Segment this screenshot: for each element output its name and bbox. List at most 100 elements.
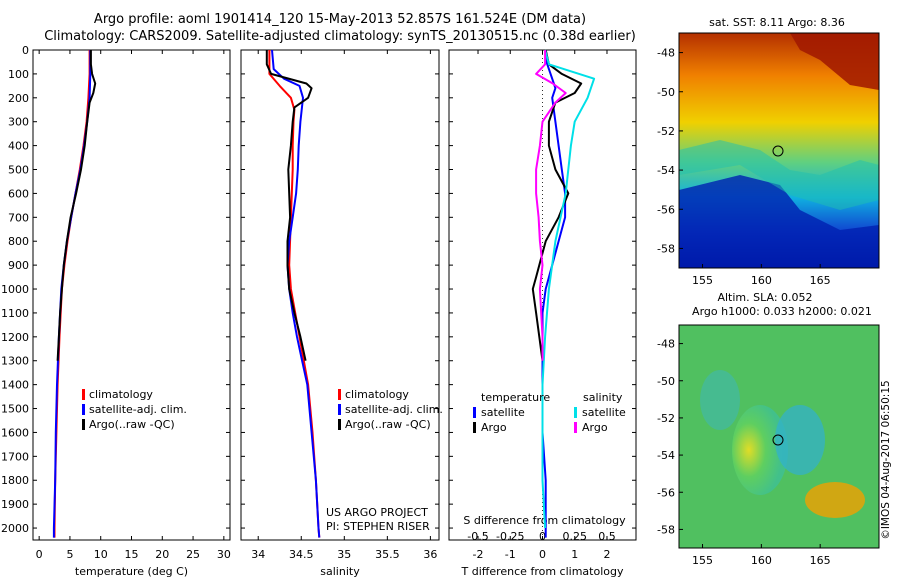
sla-blue-patch-2	[700, 370, 740, 430]
lon-tick-label: 165	[810, 554, 831, 567]
y-tick-label: 2000	[1, 522, 29, 535]
legend-label: satellite	[582, 406, 626, 419]
lat-tick-label: -50	[657, 375, 675, 388]
legend-label: Argo(..raw -QC)	[89, 418, 175, 431]
x-tick-label: 20	[155, 548, 169, 561]
legend-label: satellite-adj. clim.	[345, 403, 443, 416]
lon-tick-label: 155	[692, 274, 713, 287]
y-tick-label: 900	[8, 259, 29, 272]
lat-tick-label: -58	[657, 523, 675, 536]
legend-swatch	[338, 419, 341, 430]
sst-map: sat. SST: 8.11 Argo: 8.36 -48 -50 -52 -54 -5…	[657, 16, 880, 287]
sst-lon-axis: 155 160 165	[692, 264, 831, 287]
lat-tick-label: -54	[657, 449, 675, 462]
project-pi: PI: STEPHEN RISER	[326, 520, 430, 533]
lat-tick-label: -56	[657, 203, 675, 216]
y-tick-label: 1900	[1, 498, 29, 511]
x-tick-label: 15	[125, 548, 139, 561]
series-line-1	[531, 49, 583, 361]
lat-tick-label: -50	[657, 86, 675, 99]
legend-swatch	[574, 407, 577, 418]
x-tick-label: 35	[337, 548, 351, 561]
legend-title-temperature: temperature	[481, 391, 550, 404]
x-tick-label: 0	[539, 548, 546, 561]
lat-tick-label: -56	[657, 486, 675, 499]
lat-tick-label: -48	[657, 338, 675, 351]
x-tick-label: 34.5	[289, 548, 314, 561]
project-name: US ARGO PROJECT	[326, 506, 428, 519]
x-tick-label: -1	[505, 548, 516, 561]
s-tick-label: -0.25	[496, 530, 524, 543]
legend-title-salinity: salinity	[583, 391, 623, 404]
x-tick-label: 2	[603, 548, 610, 561]
legend-swatch	[473, 422, 476, 433]
s-tick-label: 0.5	[598, 530, 616, 543]
x-tick-label: 5	[66, 548, 73, 561]
y-tick-label: 1700	[1, 450, 29, 463]
x-axis-label: temperature (deg C)	[75, 565, 188, 578]
y-tick-label: 1200	[1, 331, 29, 344]
y-tick-label: 200	[8, 92, 29, 105]
lon-tick-label: 160	[751, 554, 772, 567]
sla-blue-patch	[775, 405, 825, 475]
sla-map-title-1: Altim. SLA: 0.052	[717, 291, 812, 304]
x-tick-label: 35.5	[375, 548, 400, 561]
legend-label: climatology	[345, 388, 409, 401]
sst-map-border	[678, 32, 880, 269]
lon-tick-label: 155	[692, 554, 713, 567]
legend-label: Argo	[481, 421, 507, 434]
y-tick-label: 700	[8, 211, 29, 224]
y-tick-label: 100	[8, 68, 29, 81]
sla-map-border	[678, 324, 880, 549]
legend-swatch	[82, 404, 85, 415]
legend-swatch	[82, 419, 85, 430]
sst-map-title: sat. SST: 8.11 Argo: 8.36	[709, 16, 845, 29]
y-tick-label: 0	[22, 44, 29, 57]
profile-panel-1: 34 34.5 35 35.5 36 salinity climatology satelli…	[240, 49, 443, 578]
y-tick-label: 400	[8, 140, 29, 153]
profile-panel-2: -2 -1 0 1 2 T difference from climatology -0.5…	[448, 49, 637, 578]
legend-swatch	[473, 407, 476, 418]
legend-label: Argo	[582, 421, 608, 434]
profile-panel-0: 0100200300400500600700800900100011001200…	[1, 44, 231, 578]
legend-label: climatology	[89, 388, 153, 401]
x-tick-label: 34	[251, 548, 265, 561]
lat-tick-label: -52	[657, 412, 675, 425]
legend-swatch	[82, 389, 85, 400]
y-tick-label: 500	[8, 164, 29, 177]
x-tick-label: 1	[571, 548, 578, 561]
panel-frame	[240, 49, 440, 541]
series-line-2	[56, 50, 97, 361]
x-axis-label: T difference from climatology	[461, 565, 624, 578]
legend-label: Argo(..raw -QC)	[345, 418, 431, 431]
y-tick-label: 1400	[1, 379, 29, 392]
x-tick-label: 25	[186, 548, 200, 561]
sla-map-title-2: Argo h1000: 0.033 h2000: 0.021	[692, 305, 872, 318]
sst-lat-axis: -48 -50 -52 -54 -56 -58	[657, 47, 683, 255]
x-axis-label: salinity	[320, 565, 360, 578]
s-tick-label: 0	[539, 530, 546, 543]
lon-tick-label: 160	[751, 274, 772, 287]
y-tick-label: 300	[8, 116, 29, 129]
series-line-1	[271, 49, 321, 538]
s-tick-label: 0.25	[562, 530, 587, 543]
lon-tick-label: 165	[810, 274, 831, 287]
y-tick-label: 1500	[1, 403, 29, 416]
legend-swatch	[338, 404, 341, 415]
x-tick-label: 0	[36, 548, 43, 561]
panel-frame	[32, 49, 231, 541]
figure-title-line1: Argo profile: aoml 1901414_120 15-May-20…	[93, 12, 587, 27]
sla-lat-axis: -48 -50 -52 -54 -56 -58	[657, 338, 683, 536]
x-tick-label: 10	[94, 548, 108, 561]
lat-tick-label: -52	[657, 125, 675, 138]
sla-map: Altim. SLA: 0.052 Argo h1000: 0.033 h200…	[657, 291, 880, 567]
legend-label: satellite	[481, 406, 525, 419]
x-tick-label: -2	[473, 548, 484, 561]
y-tick-label: 1800	[1, 474, 29, 487]
y-tick-label: 600	[8, 187, 29, 200]
x-tick-label: 30	[217, 548, 231, 561]
lat-tick-label: -48	[657, 47, 675, 60]
y-tick-label: 1000	[1, 283, 29, 296]
figure-title-line2: Climatology: CARS2009. Satellite-adjuste…	[44, 29, 636, 44]
legend-swatch	[338, 389, 341, 400]
